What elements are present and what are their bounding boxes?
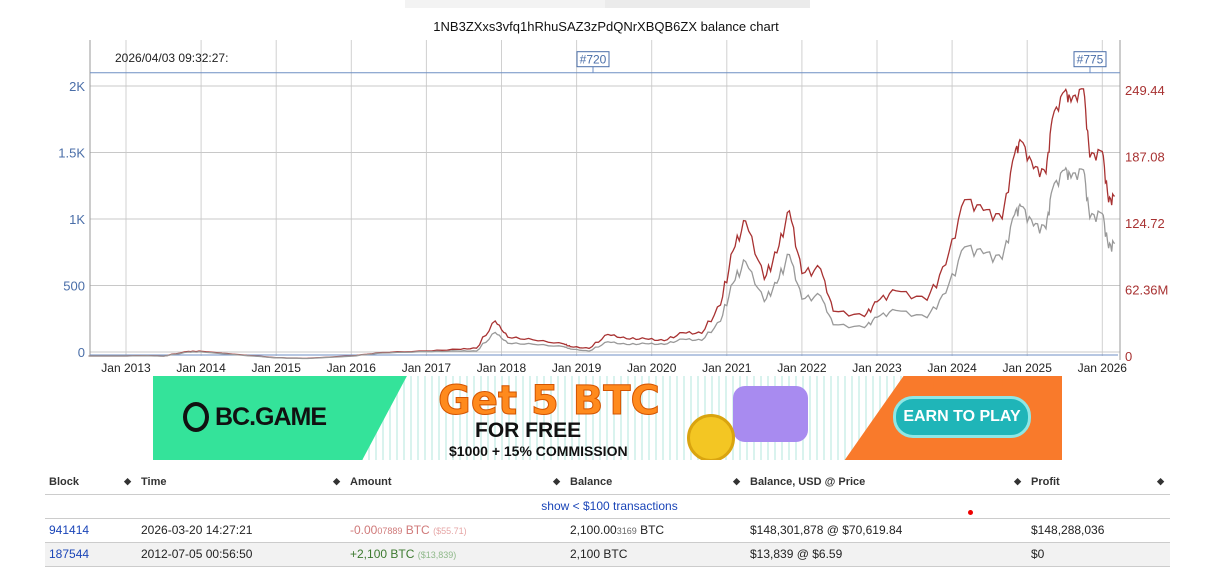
y-left-tick-label: 2K (69, 79, 85, 94)
plot-area (90, 40, 1120, 356)
transactions-table: Block ◆ Time ◆ Amount ◆ Balance ◆ Balance, U… (45, 470, 1170, 567)
x-tick-label: Jan 2020 (627, 361, 677, 375)
usd-cell: $13,839 @ $6.59 (746, 542, 1027, 567)
col-amount[interactable]: Amount ◆ (346, 470, 566, 495)
balance-cell: 2,100.003169 BTC (566, 518, 746, 543)
x-tick-label: Jan 2019 (552, 361, 602, 375)
x-tick-label: Jan 2017 (402, 361, 452, 375)
y-left-tick-label: 500 (63, 279, 85, 294)
bc-game-logo: BC.GAME (183, 402, 327, 432)
col-profit[interactable]: Profit ◆ (1027, 470, 1170, 495)
bc-logo-icon (183, 402, 209, 432)
x-tick-label: Jan 2013 (101, 361, 151, 375)
balance-chart: Jan 2013 Jan 2014 Jan 2015 Jan 2016 Jan 2017… (58, 40, 1168, 375)
profit-cell: $148,288,036 (1027, 518, 1170, 543)
bitcoin-coin-icon (687, 414, 735, 460)
table-row: 941414 2026-03-20 14:27:21 -0.0007889 BT… (45, 518, 1170, 543)
col-time[interactable]: Time ◆ (137, 470, 346, 495)
earn-to-play-button[interactable]: EARN TO PLAY (893, 396, 1031, 438)
x-tick-label: Jan 2021 (702, 361, 752, 375)
col-balance-usd[interactable]: Balance, USD @ Price ◆ (746, 470, 1027, 495)
x-tick-label: Jan 2024 (927, 361, 977, 375)
marker-box (1073, 51, 1107, 68)
marker-label: #775 (1077, 53, 1104, 67)
y-right-tick-label: 249.44 (1125, 83, 1165, 98)
time-cell: 2026-03-20 14:27:21 (137, 518, 346, 543)
x-tick-label: Jan 2023 (852, 361, 902, 375)
x-tick-label: Jan 2016 (327, 361, 377, 375)
sort-icon[interactable]: ◆ (553, 476, 560, 486)
profit-cell: $0 (1027, 542, 1170, 567)
time-cell: 2012-07-05 00:56:50 (137, 542, 346, 567)
x-tick-label: Jan 2015 (252, 361, 302, 375)
usd-cell: $148,301,878 @ $70,619.84 (746, 518, 1027, 543)
col-balance[interactable]: Balance ◆ (566, 470, 746, 495)
y-left-tick-label: 0 (78, 345, 85, 360)
x-tick-label: Jan 2026 (1078, 361, 1128, 375)
ad-banner[interactable]: BC.GAME Get 5 BTC FOR FREE $1000 + 15% C… (153, 376, 1062, 460)
x-tick-label: Jan 2022 (777, 361, 827, 375)
balance-cell: 2,100 BTC (566, 542, 746, 567)
x-tick-label: Jan 2025 (1003, 361, 1053, 375)
banner-commission: $1000 + 15% COMMISSION (449, 443, 628, 459)
col-block[interactable]: Block ◆ (45, 470, 137, 495)
banner-headline: Get 5 BTC (438, 378, 661, 425)
x-tick-label: Jan 2018 (477, 361, 527, 375)
sort-icon[interactable]: ◆ (1157, 476, 1164, 486)
tab[interactable] (605, 0, 810, 8)
banner-sub: FOR FREE (475, 419, 582, 442)
sort-icon[interactable]: ◆ (1014, 476, 1021, 486)
y-right-tick-label: 0 (1125, 349, 1132, 364)
slot-machine-icon (733, 386, 808, 442)
sort-icon[interactable]: ◆ (124, 476, 131, 486)
block-link[interactable]: 941414 (49, 523, 90, 537)
sort-icon[interactable]: ◆ (333, 476, 340, 486)
red-dot (968, 510, 973, 515)
chart-timestamp: 2026/04/03 09:32:27: (115, 51, 229, 65)
y-right-tick-label: 62.36M (1125, 283, 1168, 298)
x-tick-label: Jan 2014 (176, 361, 226, 375)
table-row: 187544 2012-07-05 00:56:50 +2,100 BTC ($… (45, 542, 1170, 567)
price-line (88, 166, 1116, 360)
y-left-tick-label: 1.5K (58, 146, 85, 161)
show-small-transactions-link[interactable]: show < $100 transactions (541, 499, 678, 513)
chart-title: 1NB3ZXxs3vfq1hRhuSAZ3zPdQNrXBQB6ZX balan… (433, 19, 779, 34)
amount-cell: -0.0007889 BTC ($55.71) (346, 518, 566, 543)
y-left-tick-label: 1K (69, 212, 85, 227)
top-tab-bar (405, 0, 810, 8)
marker-label: #720 (580, 53, 607, 67)
y-right-tick-label: 187.08 (1125, 150, 1165, 165)
block-link[interactable]: 187544 (49, 547, 90, 561)
marker-box (576, 51, 610, 68)
y-right-tick-label: 124.72 (1125, 216, 1165, 231)
amount-cell: +2,100 BTC ($13,839) (346, 542, 566, 567)
sort-icon[interactable]: ◆ (733, 476, 740, 486)
